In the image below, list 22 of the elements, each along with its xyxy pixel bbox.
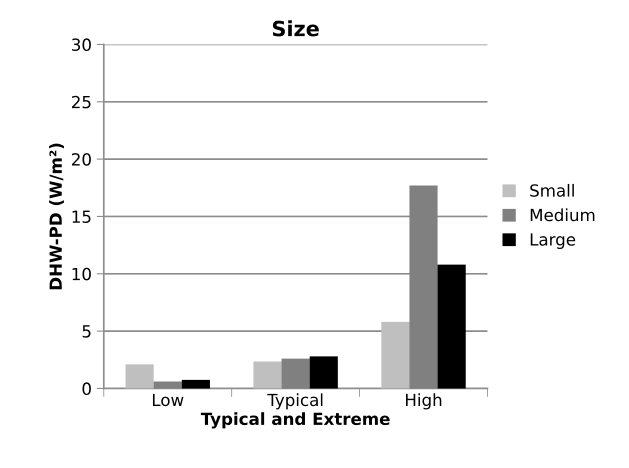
x-tick-label: High <box>406 393 442 410</box>
y-tick-label: 15 <box>72 210 91 224</box>
x-tick-label: Typical <box>267 393 322 410</box>
y-tick-label: 25 <box>72 96 91 108</box>
bar <box>182 380 210 388</box>
legend-label: Medium <box>530 208 594 222</box>
bar <box>381 322 410 388</box>
y-tick-label: 0 <box>82 382 91 396</box>
bar <box>310 356 338 388</box>
y-tick-label: 10 <box>72 268 91 280</box>
y-tick-label: 20 <box>72 153 91 166</box>
chart-title: Size <box>272 20 319 36</box>
legend-label: Small <box>530 184 574 197</box>
y-tick-label: 5 <box>82 325 91 338</box>
legend-label: Large <box>530 233 576 249</box>
bar <box>253 361 282 388</box>
bar <box>126 364 154 388</box>
bar <box>438 264 466 388</box>
x-axis-title: Typical and Extreme <box>200 412 390 428</box>
y-axis-title: DHW-PD (W/m²) <box>49 144 64 290</box>
y-tick-label: 30 <box>72 38 91 52</box>
x-tick-label: Low <box>152 394 184 406</box>
